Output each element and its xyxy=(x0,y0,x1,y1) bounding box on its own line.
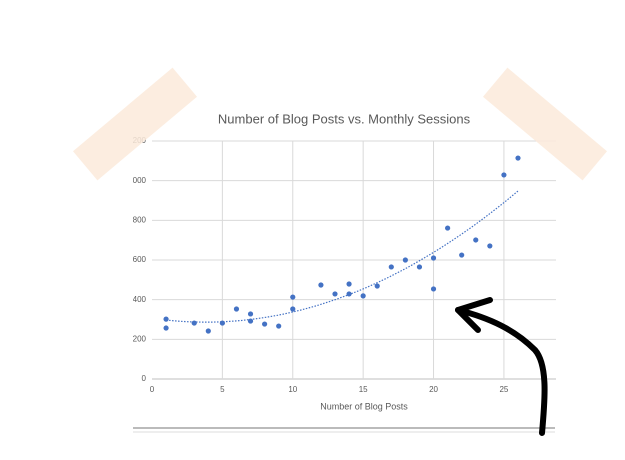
point xyxy=(247,318,254,324)
point xyxy=(262,321,268,327)
tape xyxy=(72,67,198,181)
point xyxy=(318,282,324,288)
point xyxy=(290,294,296,300)
point xyxy=(388,264,394,270)
point xyxy=(430,286,437,292)
point xyxy=(501,172,507,178)
y-tick-label: 200 xyxy=(133,334,147,343)
point xyxy=(360,293,366,299)
chart-title: Number of Blog Posts vs. Monthly Session… xyxy=(218,111,471,126)
arrow-head xyxy=(455,297,493,333)
point xyxy=(290,306,296,312)
tape xyxy=(482,67,608,181)
point xyxy=(276,323,282,329)
point xyxy=(416,264,423,270)
x-axis-label: Number of Blog Posts xyxy=(320,401,408,411)
y-tick-label: 400 xyxy=(133,295,147,304)
x-tick-label: 15 xyxy=(359,385,368,394)
y-tick-label: 800 xyxy=(133,215,147,224)
point xyxy=(247,311,254,317)
point xyxy=(346,291,352,297)
x-tick-label: 0 xyxy=(150,385,155,394)
point xyxy=(191,320,197,326)
point xyxy=(487,243,493,249)
point xyxy=(445,225,451,231)
point xyxy=(346,281,352,287)
point xyxy=(163,325,169,331)
y-tick-label: 600 xyxy=(133,255,147,264)
point xyxy=(332,291,338,297)
point xyxy=(219,320,225,326)
y-tick-label: 1000 xyxy=(128,176,146,185)
x-tick-label: 25 xyxy=(499,385,508,394)
x-tick-label: 10 xyxy=(288,385,297,394)
point xyxy=(205,328,211,334)
y-tick-label: 0 xyxy=(142,374,147,383)
chart-area: Number of Blog Posts vs. Monthly Session… xyxy=(128,111,556,411)
x-tick-label: 5 xyxy=(220,385,225,394)
x-tick-label: 20 xyxy=(429,385,438,394)
point xyxy=(233,306,240,312)
arrow xyxy=(455,307,548,436)
point xyxy=(430,255,437,261)
point xyxy=(515,155,521,161)
point xyxy=(402,257,408,263)
point xyxy=(459,252,465,258)
point xyxy=(473,237,479,243)
point xyxy=(163,316,169,322)
point xyxy=(374,283,380,289)
trendline xyxy=(166,190,519,323)
